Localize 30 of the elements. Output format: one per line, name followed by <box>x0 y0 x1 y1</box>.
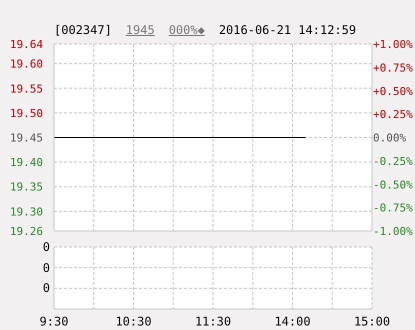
text: 000%◆ <box>168 23 205 37</box>
y-tick-label: 19.40 <box>10 156 43 170</box>
text: 0 <box>42 260 50 275</box>
chart-title: [002347] <box>54 23 112 37</box>
category-label: 9:30 <box>40 314 68 329</box>
category-label: 11:30 <box>194 314 232 329</box>
y-tick-label: 19.30 <box>10 205 43 218</box>
y2-tick-label: +0.50% <box>373 84 414 98</box>
y-tick-label: 19.26 <box>10 225 43 238</box>
category-label: 14:00 <box>274 314 311 329</box>
y-tick-label: 19.55 <box>10 82 43 96</box>
text: 2016-06-21 14:12:59 <box>218 23 356 37</box>
category-label: 15:00 <box>354 314 390 329</box>
y2-tick-label: +0.75% <box>373 61 414 74</box>
y2-tick-label: 0.00% <box>373 132 406 144</box>
y-tick-label: 19.45 <box>10 132 43 144</box>
text: 0 <box>42 240 50 254</box>
category-label: 10:30 <box>115 314 152 329</box>
y-tick-label: 19.35 <box>10 180 43 194</box>
text: 0 <box>42 281 50 296</box>
y-tick-label: 19.64 <box>10 38 44 51</box>
text: 1945 <box>126 23 155 37</box>
y-tick-label: 19.50 <box>10 106 43 120</box>
y2-tick-label: -0.50% <box>373 178 414 192</box>
y2-tick-label: -1.00% <box>373 225 414 238</box>
y2-tick-label: -0.25% <box>373 154 414 168</box>
y2-tick-label: +0.25% <box>373 108 414 122</box>
y2-tick-label: -0.75% <box>373 202 414 215</box>
y2-tick-label: +1.00% <box>373 38 414 51</box>
y-tick-label: 19.60 <box>10 58 43 71</box>
